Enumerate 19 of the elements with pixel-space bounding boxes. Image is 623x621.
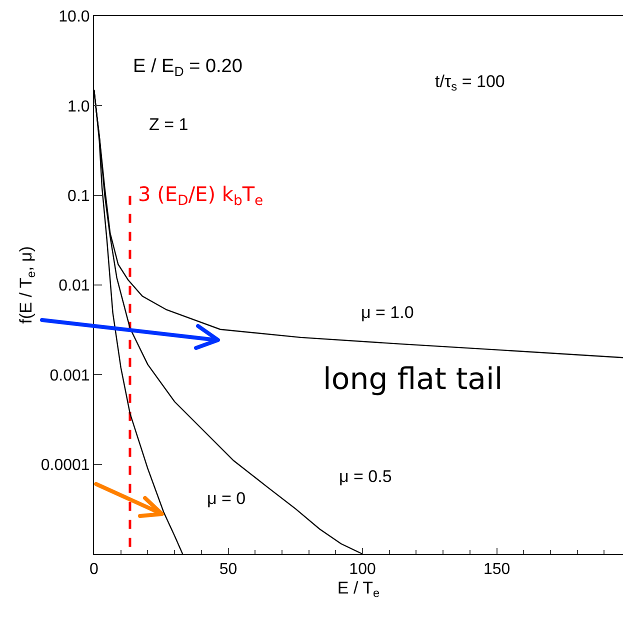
x-tick-label: 0 (90, 561, 99, 578)
y-tick-label: 0.001 (50, 367, 90, 384)
annotation: t/τ$_{s}$ = 100 (435, 72, 505, 94)
y-tick-label: 0.1 (68, 188, 90, 205)
y-tick-label: 0.0001 (40, 456, 90, 474)
y-tick-label: 10.0 (58, 8, 90, 26)
series-label: 3 (E$_{D}$/E) k$_{b}$T$_{e}$ (138, 182, 264, 210)
annotation: E / E$_{D}$ = 0.20 (133, 56, 242, 79)
x-axis-title: E / T$_{e}$ (337, 578, 380, 600)
annotation: μ = 0.5 (339, 467, 392, 486)
y-tick-label: 0.01 (58, 278, 90, 295)
annotation: μ = 0 (207, 489, 246, 508)
annotation: Z = 1 (149, 115, 188, 134)
x-tick-label: 100 (349, 561, 376, 578)
x-tick-label: 50 (219, 561, 238, 578)
x-tick-label: 150 (483, 561, 510, 578)
y-tick-label: 1.0 (68, 98, 90, 116)
annotation: long flat tail (323, 362, 503, 397)
annotation: μ = 1.0 (361, 303, 414, 322)
